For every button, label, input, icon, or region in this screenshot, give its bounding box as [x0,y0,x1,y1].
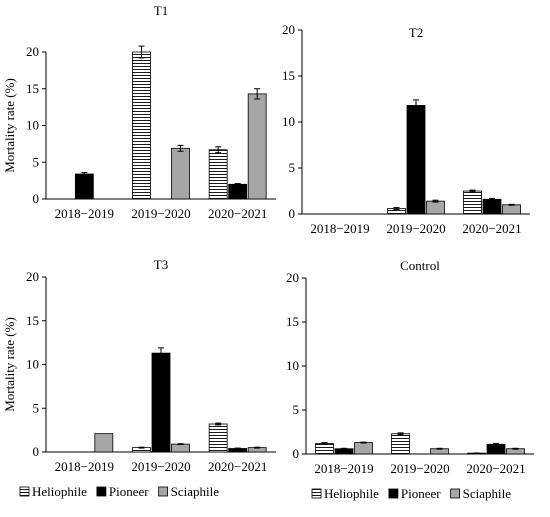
x-tick-label: 2019−2020 [131,459,190,474]
bar-pioneer [482,198,502,215]
x-tick-label: 2019−2020 [386,221,445,236]
y-tick-label: 20 [26,269,39,284]
legend-swatch-sciaphile [450,488,461,499]
bar-sciaphile [502,204,521,215]
chart-panel-control: Control 0 5 10 15 20 2018−2019 2019−2020 2020−20… [286,258,534,476]
bar-pioneer [151,352,171,453]
chart-title: Control [400,258,440,273]
chart-panel-t1: T1 0 5 10 15 20 Mortality rate (%) 2018−2019 201… [2,3,276,221]
legend-label-sciaphile: Sciaphile [171,484,220,499]
y-tick-label: 15 [26,81,39,96]
y-tick-label: 0 [33,444,40,459]
chart-panel-t2: T2 0 5 10 15 20 2018−2019 2019−2020 2020−2021 [282,22,530,236]
y-tick-label: 15 [282,68,295,83]
chart-panel-t3: T3 0 5 10 15 20 Mortality rate (%) 2018−2019 201… [2,257,276,474]
bar-heliophile [208,423,228,453]
legend-swatch-sciaphile [158,486,169,497]
x-tick-label: 2020−2021 [208,206,267,221]
bar-sciaphile [426,200,445,215]
legend-swatch-pioneer [388,488,399,499]
y-axis-label: Mortality rate (%) [2,317,17,412]
legend-label-heliophile: Heliophile [324,486,379,501]
bar-pioneer [228,183,248,200]
legend: Heliophile Pioneer Sciaphile [19,484,220,499]
bar-heliophile [315,443,334,455]
bar-sciaphile [171,147,190,200]
y-tick-label: 20 [26,44,39,59]
y-tick-label: 0 [33,191,40,206]
bar-sciaphile [171,443,190,453]
legend-label-pioneer: Pioneer [109,484,149,499]
y-tick-label: 10 [26,118,39,133]
y-tick-label: 5 [33,154,40,169]
y-tick-label: 15 [26,313,39,328]
chart-title: T2 [409,25,423,40]
y-tick-label: 10 [26,357,39,372]
x-tick-label: 2018−2019 [310,221,369,236]
legend-label-sciaphile: Sciaphile [463,486,512,501]
bar-sciaphile [94,433,114,453]
chart-title: T3 [154,257,168,272]
y-tick-label: 5 [293,402,300,417]
legend-swatch-heliophile [311,488,322,499]
y-tick-label: 5 [289,160,296,175]
x-tick-label: 2018−2019 [314,461,373,476]
y-tick-label: 0 [293,446,300,461]
y-tick-label: 5 [33,400,40,415]
legend-label-pioneer: Pioneer [401,486,441,501]
bar-pioneer [406,105,426,215]
y-tick-label: 0 [289,206,296,221]
bar-heliophile [391,433,410,455]
y-tick-label: 20 [282,22,295,37]
y-tick-label: 15 [286,314,299,329]
bar-heliophile [208,149,228,200]
legend-swatch-pioneer [96,486,107,497]
y-axis-label: Mortality rate (%) [2,78,17,173]
x-tick-label: 2018−2019 [55,206,114,221]
x-tick-label: 2020−2021 [466,461,525,476]
legend-swatch-heliophile [19,486,30,497]
x-tick-label: 2019−2020 [390,461,449,476]
bar-heliophile [132,51,151,200]
bar-sciaphile [247,93,267,200]
x-tick-label: 2019−2020 [131,206,190,221]
bar-heliophile [463,190,482,215]
y-tick-label: 10 [282,114,295,129]
x-tick-label: 2018−2019 [55,459,114,474]
y-tick-label: 10 [286,358,299,373]
x-tick-label: 2020−2021 [462,221,521,236]
x-tick-label: 2020−2021 [208,459,267,474]
y-tick-label: 20 [286,270,299,285]
chart-title: T1 [154,3,168,18]
bar-pioneer [486,443,506,455]
bar-sciaphile [354,442,373,455]
legend-label-heliophile: Heliophile [32,484,87,499]
bar-pioneer [74,173,94,200]
legend: Heliophile Pioneer Sciaphile [311,486,512,501]
